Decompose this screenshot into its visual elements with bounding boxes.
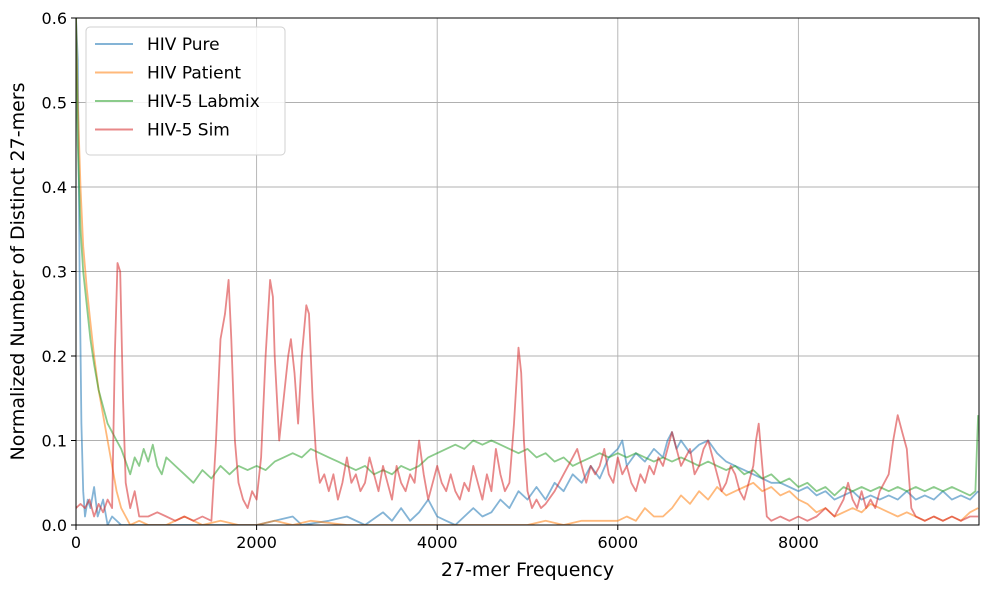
legend-label: HIV Patient xyxy=(147,64,241,84)
y-tick-label: 0.3 xyxy=(42,263,67,282)
x-tick-label: 8000 xyxy=(778,533,819,552)
series-line-hiv-pure xyxy=(76,18,979,525)
axis-ticks: 0 2000 4000 6000 8000 0.0 0.1 0.2 0.3 0.4 0.5 0.6 xyxy=(42,9,819,552)
legend-label: HIV-5 Sim xyxy=(147,121,230,141)
legend-label: HIV Pure xyxy=(147,35,220,55)
y-tick-label: 0.2 xyxy=(42,347,67,366)
y-tick-label: 0.5 xyxy=(42,94,67,113)
x-tick-label: 0 xyxy=(71,533,81,552)
legend-box xyxy=(85,26,286,156)
x-tick-label: 2000 xyxy=(236,533,277,552)
y-tick-label: 0.6 xyxy=(42,9,67,28)
y-axis-label: Normalized Number of Distinct 27-mers xyxy=(7,83,29,461)
series-line-hiv-5-sim xyxy=(76,262,979,522)
series-line-hiv-5-labmix xyxy=(76,18,979,497)
y-tick-label: 0.4 xyxy=(42,178,67,197)
x-tick-label: 6000 xyxy=(597,533,638,552)
grid xyxy=(75,17,979,526)
y-tick-label: 0.0 xyxy=(42,516,67,535)
x-axis-label: 27-mer Frequency xyxy=(441,559,614,581)
x-tick-label: 4000 xyxy=(417,533,458,552)
y-tick-label: 0.1 xyxy=(42,432,67,451)
legend-label: HIV-5 Labmix xyxy=(147,92,260,112)
legend: HIV Pure HIV Patient HIV-5 Labmix HIV-5 Sim xyxy=(85,26,286,156)
series-lines xyxy=(76,18,979,525)
